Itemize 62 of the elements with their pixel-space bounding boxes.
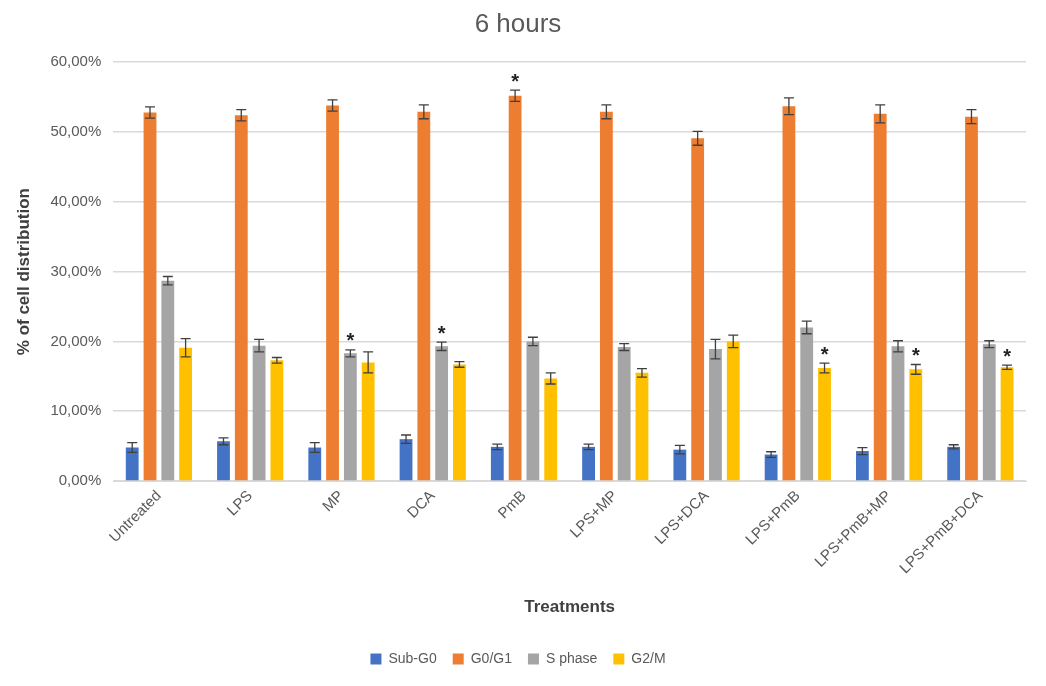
bar — [417, 111, 431, 481]
bar — [125, 447, 139, 481]
bar — [855, 451, 869, 481]
y-tick-label: 40,00% — [50, 191, 102, 209]
bar — [508, 95, 522, 481]
annotation: * — [437, 321, 446, 344]
annotation: * — [346, 329, 355, 352]
y-axis-title: % of cell distribution — [13, 188, 33, 356]
bar — [947, 446, 961, 481]
y-tick-label: 60,00% — [50, 52, 102, 70]
bar — [453, 364, 466, 481]
bar — [800, 327, 814, 481]
bar — [582, 446, 595, 481]
bar — [599, 111, 613, 481]
annotation: * — [911, 343, 920, 366]
y-tick-label: 30,00% — [50, 261, 102, 279]
y-tick-label: 50,00% — [50, 122, 102, 140]
bar — [617, 347, 631, 481]
bar — [909, 369, 923, 481]
bar — [234, 115, 248, 481]
bar — [764, 454, 778, 481]
bar — [161, 280, 175, 481]
bar — [873, 113, 887, 481]
legend-label: G0/G1 — [470, 649, 513, 666]
bar — [982, 344, 996, 481]
annotation: * — [1003, 344, 1012, 367]
bar — [326, 105, 339, 481]
bar — [143, 112, 157, 481]
bar — [691, 138, 705, 481]
bar — [1000, 367, 1014, 481]
bar — [217, 441, 230, 481]
bar — [635, 372, 649, 481]
bar — [891, 346, 905, 481]
bar — [544, 378, 558, 481]
y-tick-label: 20,00% — [50, 331, 102, 349]
chart-title: 6 hours — [474, 7, 562, 38]
bar — [343, 353, 357, 481]
bar — [179, 347, 193, 481]
bar — [526, 341, 540, 481]
bar — [270, 360, 284, 481]
bar — [399, 439, 413, 481]
annotation: * — [820, 342, 829, 365]
y-tick-label: 0,00% — [58, 471, 102, 489]
y-tick-label: 10,00% — [50, 401, 102, 419]
bar — [308, 447, 322, 481]
legend-label: Sub-G0 — [388, 649, 437, 666]
bar — [490, 446, 504, 481]
legend-label: G2/M — [631, 649, 666, 666]
legend-label: S phase — [545, 649, 598, 666]
x-tick-label: MP — [318, 486, 347, 515]
bar — [435, 346, 449, 481]
bar — [252, 345, 266, 481]
bar — [965, 116, 978, 481]
bar — [782, 106, 796, 481]
annotation: * — [511, 69, 520, 92]
bar — [361, 362, 375, 481]
bar — [673, 449, 687, 481]
x-tick-label: LPS — [223, 486, 256, 519]
bar — [709, 349, 722, 481]
bar — [818, 367, 831, 481]
bar — [726, 341, 740, 481]
x-axis-title: Treatments — [524, 597, 615, 617]
